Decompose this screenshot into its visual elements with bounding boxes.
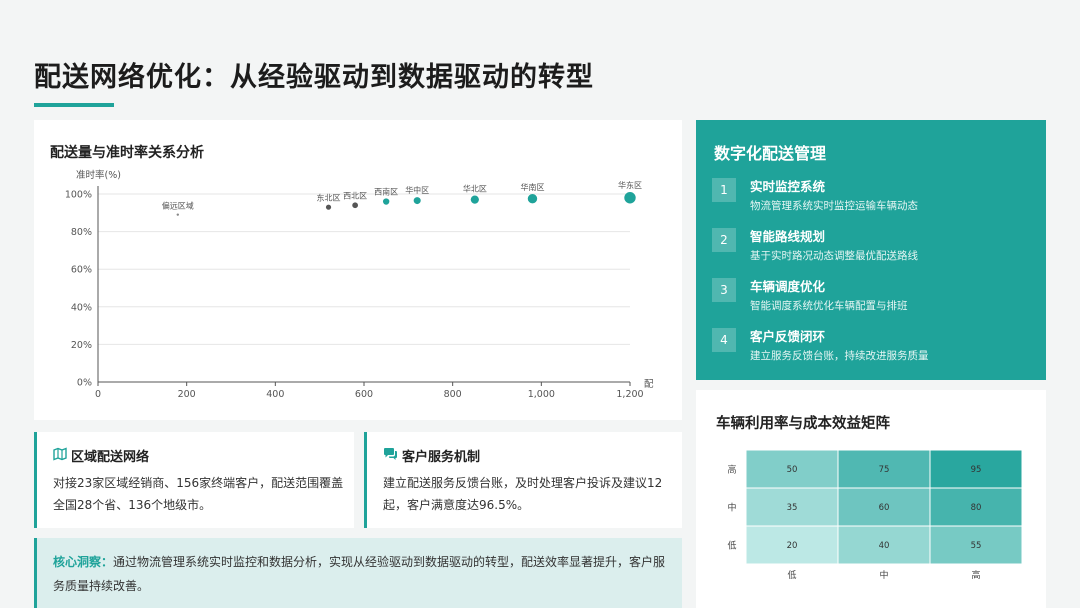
scatter-point: [382, 198, 390, 205]
insight-label: 核心洞察：: [53, 555, 114, 569]
point-label: 华中区: [405, 185, 429, 195]
point-label: 西南区: [374, 186, 398, 196]
chat-icon: [383, 446, 398, 465]
dm-item-number: 3: [712, 278, 736, 302]
scatter-chart-title: 配送量与准时率关系分析: [50, 145, 204, 161]
heatmap-row-label: 中: [727, 502, 736, 514]
card-body: 对接23家区域经销商、156家终端客户，配送范围覆盖全国28个省、136个地级市…: [53, 476, 344, 512]
card-header: 客户服务机制: [383, 446, 481, 465]
dm-item-monitoring: 1 实时监控系统 物流管理系统实时监控运输车辆动态: [712, 174, 1032, 218]
heatmap-cell: [929, 525, 1023, 565]
heatmap-col-label: 高: [971, 569, 980, 581]
scatter-point: [413, 197, 421, 205]
heatmap-cell-value: 35: [787, 503, 798, 513]
y-tick-label: 0%: [77, 378, 92, 389]
dm-item-dispatch: 3 车辆调度优化 智能调度系统优化车辆配置与排班: [712, 274, 1032, 318]
heatmap-cell-value: 95: [971, 465, 982, 475]
heatmap-col-label: 中: [879, 569, 888, 581]
dm-item-name: 实时监控系统: [750, 179, 826, 194]
page-title: 配送网络优化：从经验驱动到数据驱动的转型: [34, 62, 594, 93]
dm-item-name: 客户反馈闭环: [750, 329, 826, 344]
x-axis-label: 配: [644, 379, 654, 390]
x-tick-label: 1,200: [616, 389, 643, 400]
heatmap-cell: [745, 525, 839, 565]
heatmap-cell-value: 75: [879, 465, 890, 475]
heatmap-cell-value: 20: [787, 541, 798, 551]
y-axis-label: 准时率(%): [76, 169, 121, 181]
digital-management-panel: 数字化配送管理 1 实时监控系统 物流管理系统实时监控运输车辆动态 2 智能路线…: [696, 120, 1046, 380]
heatmap-cell: [837, 449, 931, 489]
y-tick-label: 40%: [71, 302, 92, 313]
card-body: 建立配送服务反馈台账，及时处理客户投诉及建议12起，客户满意度达96.5%。: [383, 476, 663, 512]
title-underline: [34, 103, 114, 107]
dm-item-number: 4: [712, 328, 736, 352]
x-tick-label: 0: [95, 389, 101, 400]
heatmap-row-label: 低: [727, 540, 736, 552]
x-tick-label: 400: [266, 389, 284, 400]
scatter-point: [527, 194, 538, 204]
card-title: 客户服务机制: [402, 449, 481, 465]
scatter-point: [325, 204, 332, 210]
dm-item-routing: 2 智能路线规划 基于实时路况动态调整最优配送路线: [712, 224, 1032, 268]
heatmap-cell: [929, 449, 1023, 489]
dm-item-desc: 智能调度系统优化车辆配置与排班: [750, 300, 908, 312]
map-icon: [53, 446, 67, 465]
heatmap-panel: 车辆利用率与成本效益矩阵 高 50 75 95 中 35 60 80 低 20 40 55 低中高: [696, 390, 1046, 608]
heatmap-col-label: 低: [787, 569, 796, 581]
x-tick-label: 800: [444, 389, 462, 400]
card-title: 区域配送网络: [71, 449, 150, 465]
y-tick-label: 100%: [65, 190, 92, 201]
y-tick-label: 80%: [71, 227, 92, 238]
dm-item-name: 智能路线规划: [750, 229, 826, 244]
heatmap-cell-value: 55: [971, 541, 982, 551]
x-tick-label: 200: [178, 389, 196, 400]
heatmap-title: 车辆利用率与成本效益矩阵: [716, 416, 890, 432]
y-tick-label: 60%: [71, 265, 92, 276]
card-header: 区域配送网络: [53, 446, 150, 465]
insight-body: 通过物流管理系统实时监控和数据分析，实现从经验驱动到数据驱动的转型，配送效率显著…: [53, 555, 666, 593]
heatmap-cell-value: 80: [971, 503, 982, 513]
y-tick-label: 20%: [71, 340, 92, 351]
point-label: 华北区: [463, 184, 487, 194]
core-insight-box: 核心洞察：通过物流管理系统实时监控和数据分析，实现从经验驱动到数据驱动的转型，配…: [34, 538, 682, 608]
dm-item-desc: 基于实时路况动态调整最优配送路线: [750, 250, 918, 262]
heatmap-chart: 高 50 75 95中 35 60 80低 20 40 55低中高: [727, 449, 1023, 581]
point-label: 西北区: [343, 191, 367, 200]
scatter-point: [624, 192, 636, 204]
scatter-point: [352, 202, 358, 209]
point-label: 华东区: [618, 180, 642, 190]
dm-item-number: 1: [712, 178, 736, 202]
regional-network-card: 区域配送网络 对接23家区域经销商、156家终端客户，配送范围覆盖全国28个省、…: [34, 432, 354, 528]
heatmap-cell: [837, 487, 931, 527]
point-label: 偏远区域: [162, 201, 194, 211]
heatmap-cell-value: 50: [787, 465, 798, 475]
dm-item-desc: 物流管理系统实时监控运输车辆动态: [750, 200, 918, 212]
heatmap-cell-value: 60: [879, 503, 890, 513]
dm-item-feedback: 4 客户反馈闭环 建立服务反馈台账，持续改进服务质量: [712, 324, 1032, 368]
x-tick-label: 1,000: [528, 389, 555, 400]
dm-item-number: 2: [712, 228, 736, 252]
heatmap-row-label: 高: [727, 464, 736, 476]
scatter-point: [176, 213, 179, 216]
insight-text: 核心洞察：通过物流管理系统实时监控和数据分析，实现从经验驱动到数据驱动的转型，配…: [53, 550, 673, 598]
heatmap-cell: [929, 487, 1023, 527]
point-label: 华南区: [520, 182, 544, 192]
dm-item-name: 车辆调度优化: [750, 279, 826, 294]
dm-item-desc: 建立服务反馈台账，持续改进服务质量: [750, 350, 929, 362]
scatter-chart-panel: 配送量与准时率关系分析 0% 20% 40% 60% 80% 100% 0 200 400 600…: [34, 120, 682, 420]
customer-service-card: 客户服务机制 建立配送服务反馈台账，及时处理客户投诉及建议12起，客户满意度达9…: [364, 432, 682, 528]
point-label: 东北区: [317, 193, 341, 203]
scatter-point: [470, 195, 479, 204]
x-tick-label: 600: [355, 389, 373, 400]
scatter-chart: 0% 20% 40% 60% 80% 100% 0 200 400 600 800 1,000 1,20…: [65, 169, 654, 400]
digital-management-title: 数字化配送管理: [714, 144, 827, 163]
heatmap-cell-value: 40: [879, 541, 890, 551]
